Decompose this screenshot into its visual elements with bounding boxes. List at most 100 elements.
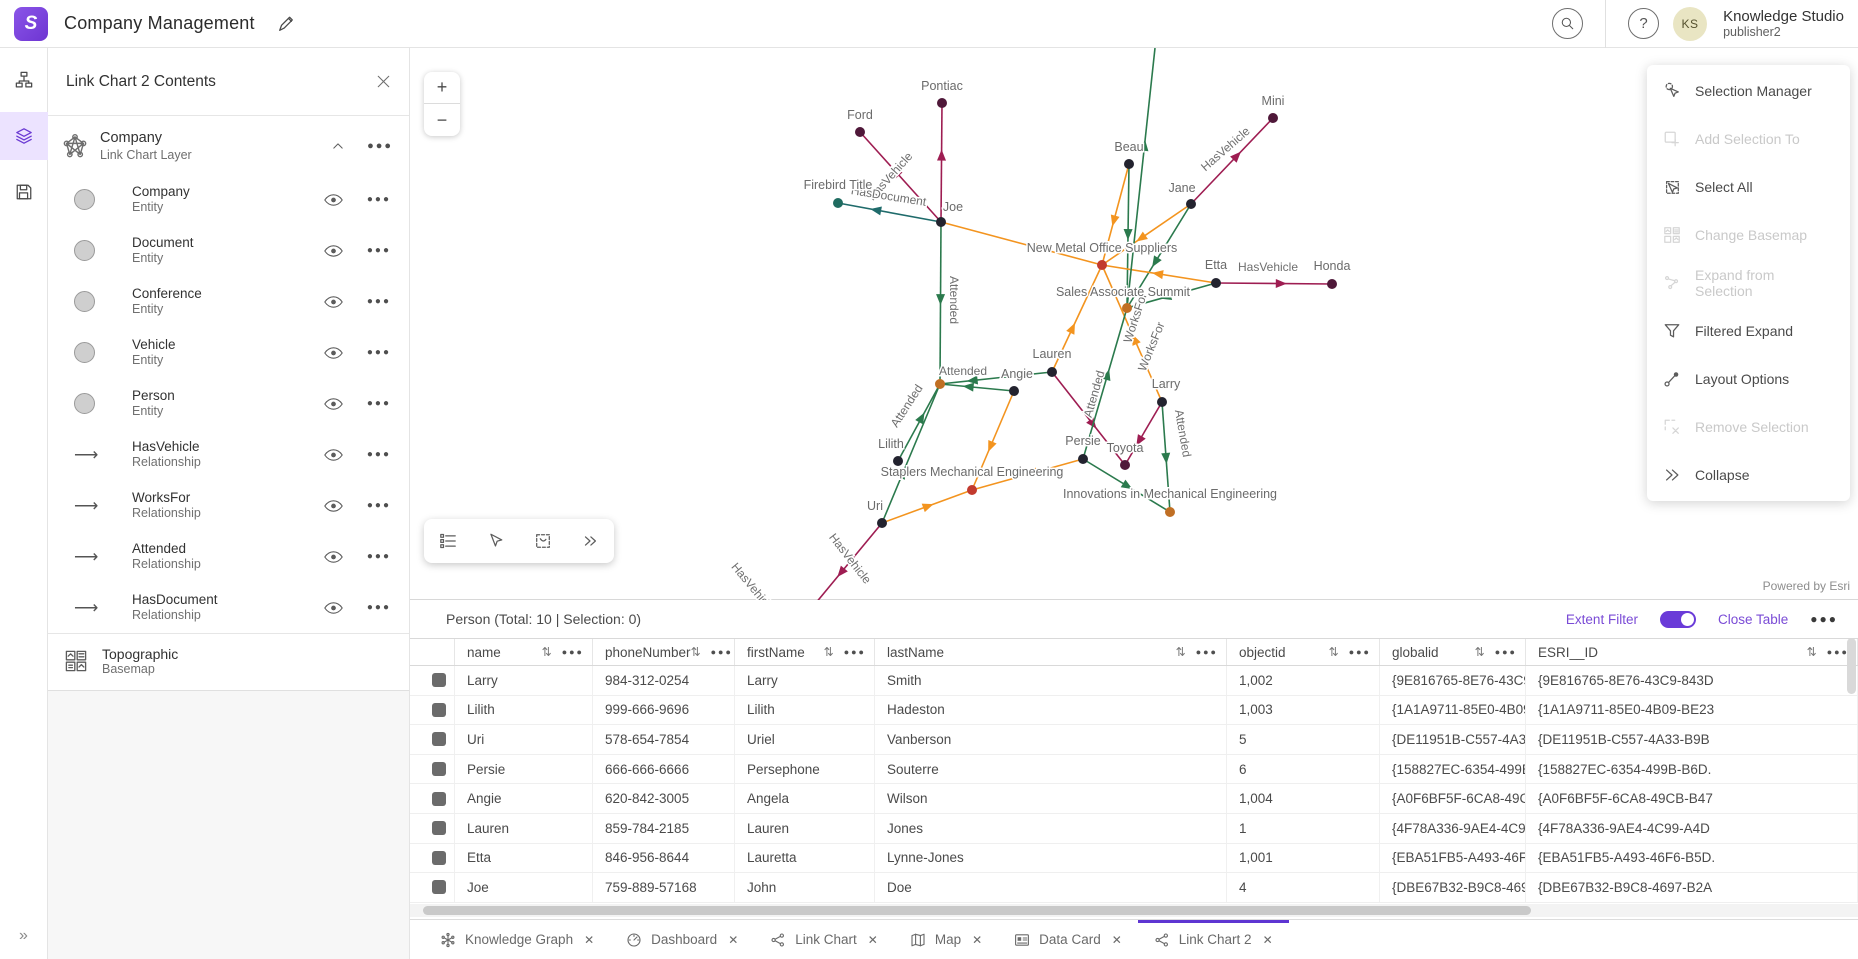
tab-close-icon[interactable]: ✕ xyxy=(867,932,878,947)
edge-WorksFor[interactable] xyxy=(971,390,1015,491)
hscroll-thumb[interactable] xyxy=(423,905,1531,915)
node-Etta[interactable] xyxy=(1211,278,1221,288)
tab-data-card[interactable]: Data Card ✕ xyxy=(998,920,1138,959)
zoom-in-button[interactable]: + xyxy=(424,72,460,104)
row-checkbox[interactable] xyxy=(431,850,446,865)
item-options-menu[interactable]: ●●● xyxy=(366,194,391,205)
layer-item-hasdocument[interactable]: ⟶ HasDocument Relationship ●●● xyxy=(48,582,409,633)
table-options-menu[interactable]: ●●● xyxy=(1810,612,1838,626)
item-options-menu[interactable]: ●●● xyxy=(366,398,391,409)
user-block[interactable]: Knowledge Studio publisher2 xyxy=(1723,8,1844,40)
node-Honda[interactable] xyxy=(1327,279,1337,289)
link-chart-graph[interactable]: HasVehicleHasDocumentAttendedHasVehicleH… xyxy=(410,48,1858,600)
column-header-firstName[interactable]: firstName ⇅ ●●● xyxy=(735,639,875,665)
edge-Attended[interactable] xyxy=(897,383,941,462)
tab-close-icon[interactable]: ✕ xyxy=(1111,932,1122,947)
edge-Attended[interactable] xyxy=(939,371,1053,385)
table-row[interactable]: Etta 846-956-8644 Lauretta Lynne-Jones 1,001… xyxy=(410,843,1858,874)
tab-knowledge-graph[interactable]: Knowledge Graph ✕ xyxy=(424,920,610,959)
layer-item-conference[interactable]: Conference Entity ●●● xyxy=(48,276,409,327)
edge-HasVehicle[interactable] xyxy=(1051,371,1126,466)
column-options-menu[interactable]: ●●● xyxy=(843,647,866,657)
tab-close-icon[interactable]: ✕ xyxy=(1262,932,1273,947)
tab-close-icon[interactable]: ✕ xyxy=(728,932,739,947)
row-checkbox[interactable] xyxy=(431,702,446,717)
node-Toyota[interactable] xyxy=(1120,460,1130,470)
edge-HasVehicle[interactable] xyxy=(940,102,943,223)
layer-options-menu[interactable]: ●●● xyxy=(367,140,393,152)
rail-sitemap-icon[interactable] xyxy=(0,56,48,104)
edge-Attended[interactable] xyxy=(881,383,941,524)
extent-filter-label[interactable]: Extent Filter xyxy=(1565,611,1638,627)
node-Pontiac[interactable] xyxy=(937,98,947,108)
sort-icon[interactable]: ⇅ xyxy=(823,645,834,659)
item-options-menu[interactable]: ●●● xyxy=(366,500,391,511)
row-checkbox[interactable] xyxy=(431,673,446,688)
column-options-menu[interactable]: ●●● xyxy=(1195,647,1218,657)
node-NewMetal[interactable] xyxy=(1097,260,1107,270)
table-row[interactable]: Lilith 999-666-9696 Lilith Hadeston 1,003 {1A… xyxy=(410,695,1858,726)
edge-WorksFor[interactable] xyxy=(940,221,1103,266)
visibility-eye-icon[interactable] xyxy=(324,295,343,309)
edge-WorksFor[interactable] xyxy=(1101,163,1130,266)
menu-item-collapse[interactable]: Collapse xyxy=(1647,451,1850,499)
edit-title-pencil-icon[interactable] xyxy=(277,15,295,33)
row-checkbox[interactable] xyxy=(431,732,446,747)
node-Uri[interactable] xyxy=(877,518,887,528)
edge-Attended[interactable] xyxy=(1126,48,1156,309)
sort-icon[interactable]: ⇅ xyxy=(1806,645,1817,659)
edge-HasVehicle[interactable] xyxy=(815,522,883,600)
edge-HasVehicle[interactable] xyxy=(1215,282,1333,285)
tab-link-chart-2[interactable]: Link Chart 2 ✕ xyxy=(1138,920,1289,959)
visibility-eye-icon[interactable] xyxy=(324,193,343,207)
item-options-menu[interactable]: ●●● xyxy=(366,245,391,256)
column-header-globalid[interactable]: globalid ⇅ ●●● xyxy=(1380,639,1526,665)
tab-map[interactable]: Map ✕ xyxy=(894,920,998,959)
column-header-ESRI__ID[interactable]: ESRI__ID ⇅ ●●● xyxy=(1526,639,1858,665)
expand-rail-chevrons-icon[interactable]: » xyxy=(19,927,28,944)
column-header-name[interactable]: name ⇅ ●●● xyxy=(455,639,593,665)
close-panel-icon[interactable] xyxy=(376,74,391,89)
column-header-lastName[interactable]: lastName ⇅ ●●● xyxy=(875,639,1227,665)
node-Joe[interactable] xyxy=(936,217,946,227)
node-Angie[interactable] xyxy=(1009,386,1019,396)
column-options-menu[interactable]: ●●● xyxy=(1826,647,1849,657)
row-checkbox[interactable] xyxy=(431,821,446,836)
horizontal-scrollbar[interactable] xyxy=(410,903,1858,917)
edge-HasVehicle[interactable] xyxy=(1124,401,1163,466)
visibility-eye-icon[interactable] xyxy=(324,244,343,258)
node-Staplers[interactable] xyxy=(967,485,977,495)
item-options-menu[interactable]: ●●● xyxy=(366,602,391,613)
visibility-eye-icon[interactable] xyxy=(324,499,343,513)
tab-dashboard[interactable]: Dashboard ✕ xyxy=(610,920,754,959)
layer-item-vehicle[interactable]: Vehicle Entity ●●● xyxy=(48,327,409,378)
item-options-menu[interactable]: ●●● xyxy=(366,347,391,358)
node-Lilith[interactable] xyxy=(893,456,903,466)
link-chart-layer-row[interactable]: Company Link Chart Layer ●●● xyxy=(48,116,409,174)
edge-Attended[interactable] xyxy=(939,383,1015,392)
table-row[interactable]: Angie 620-842-3005 Angela Wilson 1,004 {A0F6B… xyxy=(410,784,1858,814)
node-Innovations[interactable] xyxy=(1165,507,1175,517)
item-options-menu[interactable]: ●●● xyxy=(366,551,391,562)
vertical-scrollbar[interactable] xyxy=(1847,638,1856,694)
rail-save-icon[interactable] xyxy=(0,168,48,216)
layer-item-hasvehicle[interactable]: ⟶ HasVehicle Relationship ●●● xyxy=(48,429,409,480)
zoom-out-button[interactable]: − xyxy=(436,109,448,130)
layer-item-document[interactable]: Document Entity ●●● xyxy=(48,225,409,276)
search-button[interactable] xyxy=(1552,8,1584,39)
column-options-menu[interactable]: ●●● xyxy=(561,647,584,657)
edge-Attended[interactable] xyxy=(1126,282,1217,309)
column-header-phoneNumber[interactable]: phoneNumber ⇅ ●●● xyxy=(593,639,735,665)
tab-close-icon[interactable]: ✕ xyxy=(972,932,983,947)
column-header-objectid[interactable]: objectid ⇅ ●●● xyxy=(1227,639,1380,665)
edge-WorksFor[interactable] xyxy=(1051,264,1103,373)
node-FirebirdTitle[interactable] xyxy=(833,198,843,208)
edge-Attended[interactable] xyxy=(1126,203,1192,309)
layer-item-attended[interactable]: ⟶ Attended Relationship ●●● xyxy=(48,531,409,582)
column-options-menu[interactable]: ●●● xyxy=(1494,647,1517,657)
edge-HasVehicle[interactable] xyxy=(859,131,942,223)
collapse-layer-chevron-up-icon[interactable] xyxy=(331,139,345,153)
avatar[interactable]: KS xyxy=(1673,6,1708,41)
basemap-row[interactable]: Topographic Basemap xyxy=(48,634,409,690)
link-chart-canvas[interactable]: HasVehicle HasDocument Attended HasVehicle H… xyxy=(410,48,1858,600)
